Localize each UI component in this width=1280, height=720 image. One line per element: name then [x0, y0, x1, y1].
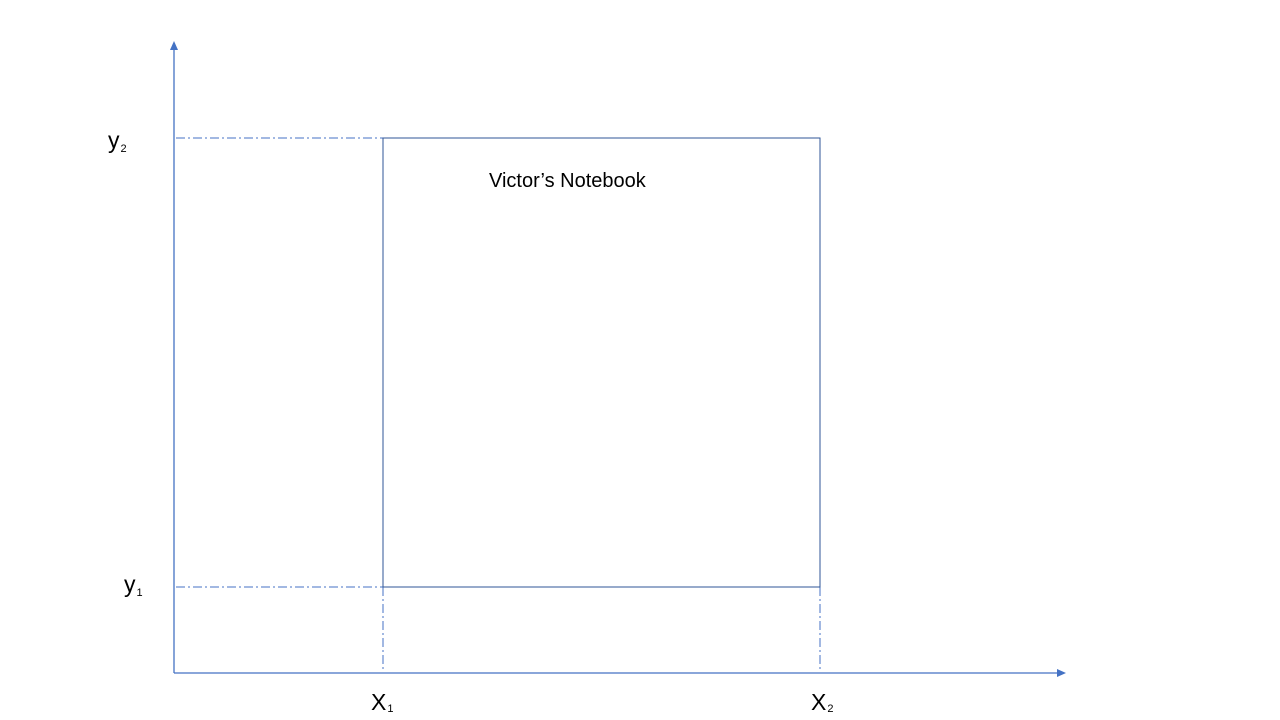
- x2-label-subscript: 2: [827, 703, 833, 715]
- y2-label: y2: [108, 127, 127, 155]
- x1-label-subscript: 1: [387, 703, 393, 715]
- y1-label: y1: [124, 571, 143, 599]
- y2-label-subscript: 2: [121, 143, 127, 155]
- x2-label: X2: [811, 689, 833, 715]
- notebook-rectangle: [382, 137, 821, 588]
- y-axis-arrow-icon: [170, 41, 178, 50]
- x2-label-main: X: [811, 689, 826, 715]
- x1-label-main: X: [371, 689, 386, 715]
- y1-label-main: y: [124, 571, 136, 597]
- x1-label: X1: [371, 689, 393, 715]
- x-axis-arrow-icon: [1057, 669, 1066, 677]
- y2-label-main: y: [108, 127, 120, 153]
- notebook-label: Victor’s Notebook: [489, 170, 647, 192]
- y1-label-subscript: 1: [137, 587, 143, 599]
